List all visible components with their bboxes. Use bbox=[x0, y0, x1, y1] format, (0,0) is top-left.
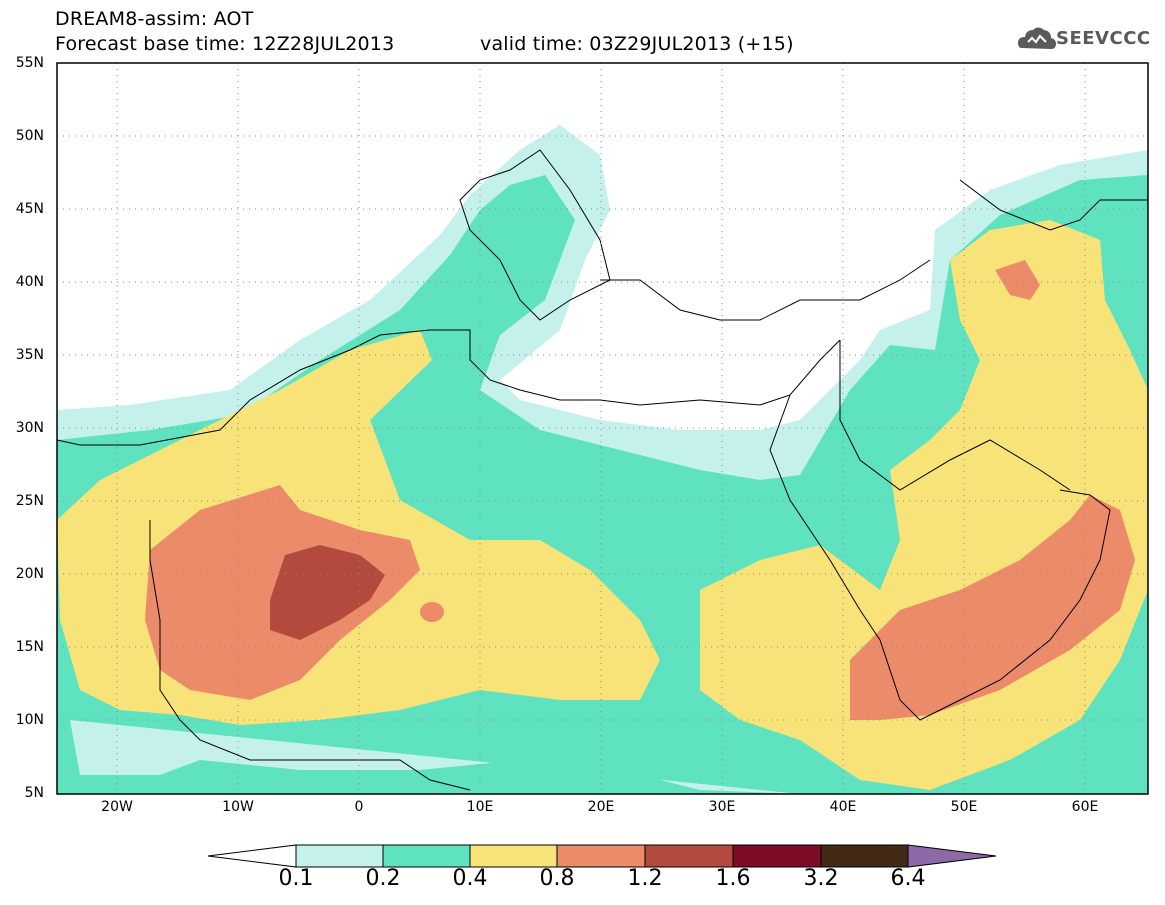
colorbar bbox=[207, 844, 997, 868]
lat-label: 10N bbox=[15, 712, 44, 728]
colorbar-label: 0.8 bbox=[539, 866, 575, 891]
colorbar-over bbox=[907, 844, 997, 868]
colorbar-label: 3.2 bbox=[803, 866, 839, 891]
lat-label: 40N bbox=[15, 274, 44, 290]
colorbar-label: 1.6 bbox=[715, 866, 751, 891]
lon-label: 10E bbox=[466, 799, 494, 815]
lat-label: 30N bbox=[15, 420, 44, 436]
lat-label: 20N bbox=[15, 566, 44, 582]
lat-label: 50N bbox=[15, 128, 44, 144]
lon-label: 20W bbox=[101, 799, 133, 815]
colorbar-label: 0.2 bbox=[365, 866, 401, 891]
lat-label: 25N bbox=[15, 493, 44, 509]
aot-band-1.2 bbox=[270, 545, 385, 640]
lat-label: 5N bbox=[24, 785, 44, 801]
colorbar-label: 1.2 bbox=[627, 866, 663, 891]
lat-label: 45N bbox=[15, 201, 44, 217]
logo-text: SEEVCCC bbox=[1056, 28, 1151, 49]
lat-label: 55N bbox=[15, 55, 44, 71]
colorbar-label: 0.1 bbox=[278, 866, 314, 891]
colorbar-under bbox=[207, 844, 297, 868]
lon-label: 30E bbox=[708, 799, 736, 815]
lon-label: 40E bbox=[829, 799, 857, 815]
colorbar-label: 0.4 bbox=[452, 866, 488, 891]
lat-label: 15N bbox=[15, 639, 44, 655]
map-frame bbox=[56, 62, 1149, 795]
title-line1: DREAM8-assim: AOT bbox=[55, 8, 254, 30]
title-line3: valid time: 03Z29JUL2013 (+15) bbox=[480, 33, 794, 55]
lat-label: 35N bbox=[15, 347, 44, 363]
title-line2: Forecast base time: 12Z28JUL2013 bbox=[55, 33, 395, 55]
lon-label: 10W bbox=[222, 799, 254, 815]
aot-band-0.8 bbox=[145, 260, 1135, 720]
lon-label: 20E bbox=[587, 799, 615, 815]
lon-label: 0 bbox=[354, 799, 364, 815]
lon-label: 50E bbox=[950, 799, 978, 815]
lon-label: 60E bbox=[1071, 799, 1099, 815]
cloud-icon bbox=[1018, 27, 1056, 49]
colorbar-label: 6.4 bbox=[890, 866, 926, 891]
